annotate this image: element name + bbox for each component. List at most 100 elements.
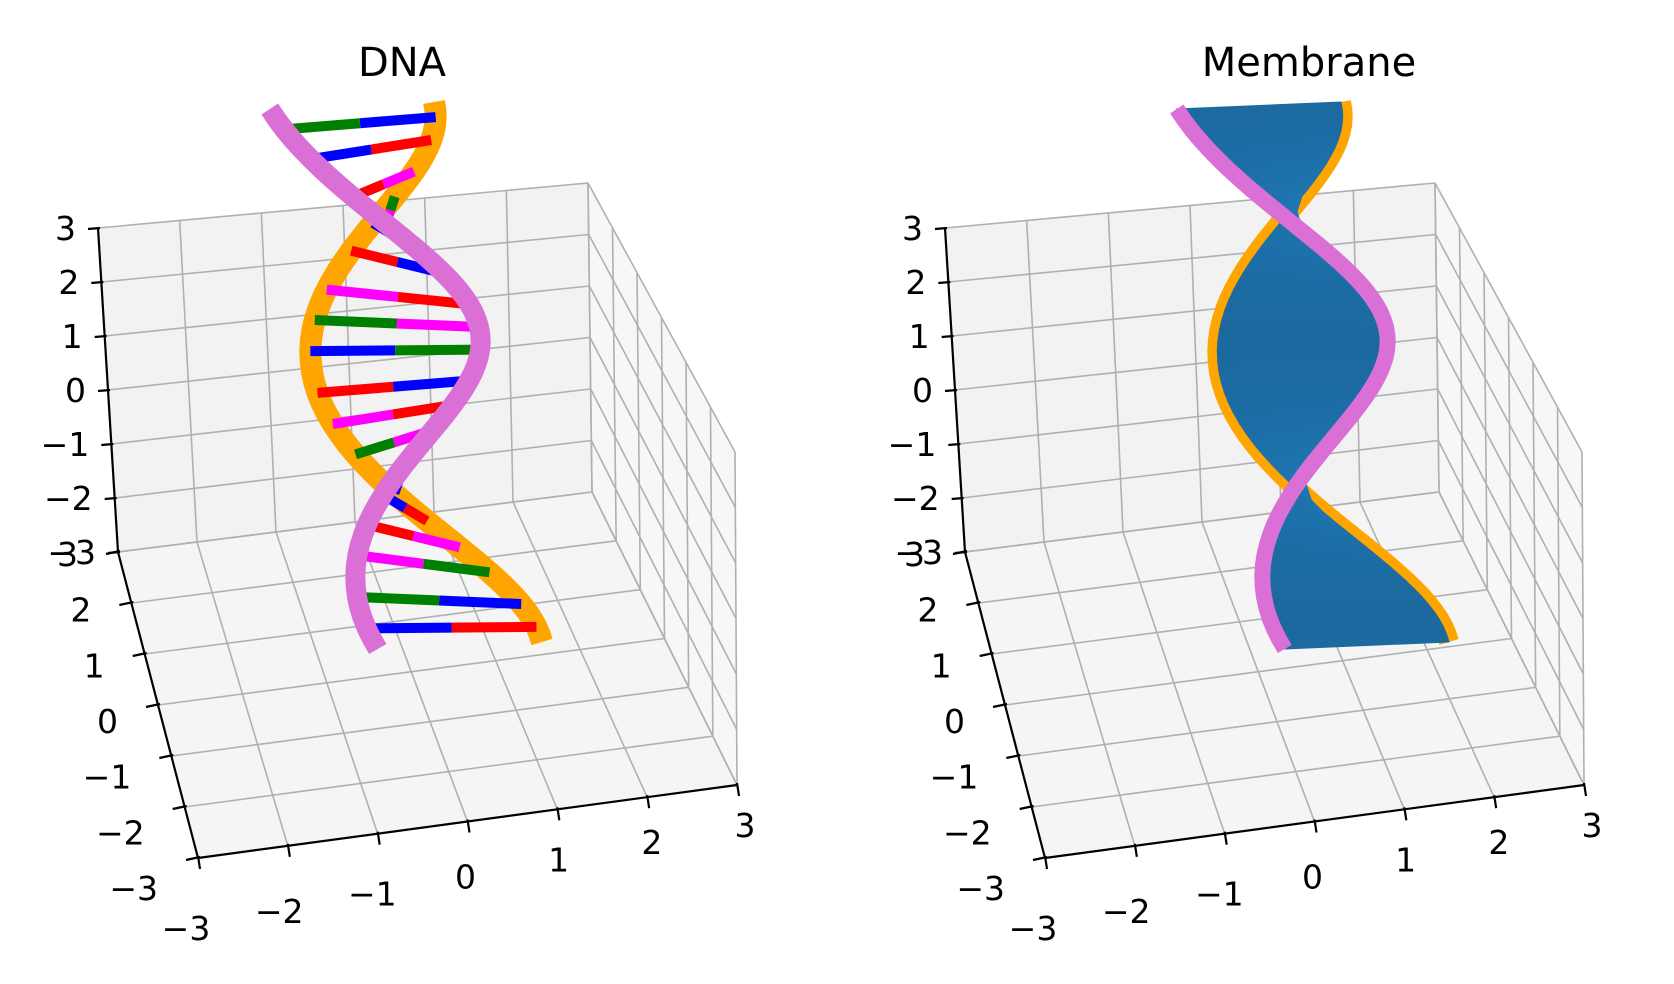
base-pair-half	[359, 112, 437, 129]
base-pair-half	[310, 345, 396, 357]
z-tick	[944, 388, 958, 393]
floor	[965, 492, 1584, 858]
z-tick-label: 1	[62, 317, 83, 356]
base-pair-half	[438, 595, 522, 609]
y-tick-label: −3	[109, 869, 158, 908]
y-tick-label: 3	[904, 535, 925, 574]
y-tick	[979, 651, 994, 658]
x-tick-label: −3	[162, 909, 211, 948]
z-tick-label: −3	[47, 533, 96, 572]
base-pair-half	[326, 284, 399, 302]
gridline	[131, 540, 617, 604]
z-tick	[91, 280, 104, 285]
x-tick-label: 0	[455, 858, 476, 897]
x-tick	[1403, 807, 1408, 821]
x-tick-label: 1	[1395, 840, 1416, 879]
y-tick	[952, 549, 968, 556]
axes	[934, 226, 1588, 870]
z-tick	[97, 388, 111, 393]
z-tick-label: −2	[891, 479, 940, 518]
z-tick	[104, 496, 117, 501]
y-tick	[1019, 804, 1034, 811]
x-tick	[196, 855, 202, 870]
base-pair-half	[317, 381, 394, 398]
gridline	[587, 234, 737, 508]
y-tick	[992, 702, 1008, 709]
y-tick-label: −1	[930, 758, 979, 797]
gridline	[1434, 182, 1583, 453]
x-tick	[735, 782, 741, 797]
z-tick-label: −1	[41, 425, 90, 464]
base-pair-half	[283, 118, 361, 135]
gridline	[587, 182, 593, 493]
z-tick-label: −2	[44, 479, 93, 518]
gridline	[944, 182, 1436, 229]
x-tick-label: 3	[1582, 806, 1603, 845]
gridline	[1434, 234, 1584, 508]
base-pair-half	[354, 437, 396, 460]
base-pair-half	[385, 195, 400, 212]
base-pair-half	[451, 621, 537, 633]
z-tick	[101, 442, 114, 447]
x-tick	[466, 819, 471, 833]
base-pair-half	[356, 550, 425, 569]
dna-title: DNA	[358, 40, 447, 86]
y-tick	[132, 651, 147, 658]
gridline	[734, 451, 738, 786]
z-tick-label: 2	[58, 263, 79, 302]
x-tick	[556, 807, 561, 821]
x-tick	[1313, 819, 1318, 833]
z-tick-label: 0	[65, 371, 86, 410]
base-pair-half	[370, 135, 432, 155]
y-tick	[172, 804, 187, 811]
base-pair-half	[396, 318, 480, 332]
gridline	[1581, 451, 1585, 786]
z-tick-label: 2	[905, 263, 926, 302]
edge-orchid	[1170, 104, 1396, 654]
x-tick	[376, 831, 381, 845]
z-tick-label: 3	[55, 209, 76, 248]
z-tick-label: 3	[902, 209, 923, 248]
x-tick	[1133, 843, 1138, 858]
y-tick-label: 0	[97, 702, 118, 741]
z-tick-label: −3	[894, 533, 943, 572]
y-tick-label: 1	[84, 646, 105, 685]
base-pair-half	[395, 344, 481, 356]
y-tick-label: 2	[70, 591, 91, 630]
gridline	[1434, 182, 1440, 493]
z-tick	[948, 442, 961, 447]
x-tick-label: 3	[735, 806, 756, 845]
base-pair-half	[350, 245, 399, 267]
floor	[118, 492, 737, 858]
y-tick	[145, 702, 161, 709]
x-tick-label: −3	[1009, 909, 1058, 948]
base-pair-half	[332, 409, 394, 429]
y-tick-label: 0	[944, 702, 965, 741]
z-tick	[941, 334, 954, 339]
base-pair-half	[314, 315, 398, 329]
gridline	[1438, 491, 1585, 786]
y-tick-label: −2	[96, 813, 145, 852]
x-tick-label: 2	[1488, 823, 1509, 862]
base-pair-half	[366, 622, 452, 634]
y-tick	[1006, 753, 1021, 760]
base-pair-half	[392, 375, 470, 392]
x-tick-label: −1	[1195, 875, 1244, 914]
gridline	[591, 491, 738, 786]
z-tick-label: 1	[909, 317, 930, 356]
axes	[87, 226, 741, 870]
y-tick	[105, 549, 121, 556]
y-tick-label: 1	[931, 646, 952, 685]
y-tick-label: −3	[956, 869, 1005, 908]
gridline	[948, 233, 1436, 283]
base-pair-half	[356, 592, 440, 606]
x-tick	[286, 843, 291, 858]
x-tick	[1043, 855, 1049, 870]
z-tick	[87, 226, 101, 231]
gridline	[964, 491, 1440, 553]
base-pair-half	[381, 167, 416, 189]
strand-orange	[299, 100, 553, 646]
y-tick	[159, 753, 174, 760]
